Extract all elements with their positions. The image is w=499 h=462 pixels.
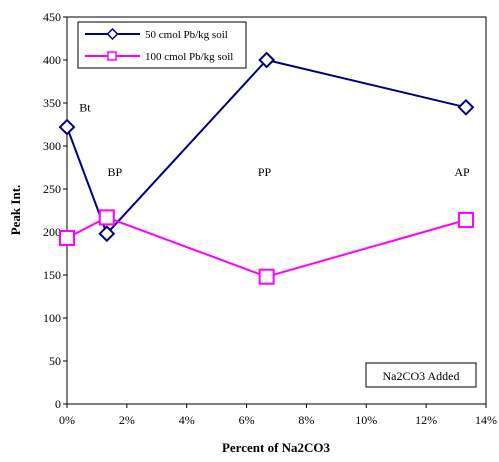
y-tick-label: 350 <box>43 96 61 110</box>
note-box-frame <box>365 362 477 388</box>
plot-frame <box>66 16 487 405</box>
series-1-point <box>258 51 276 69</box>
series-1-point <box>98 225 116 243</box>
note-box: Na2CO3 Added <box>365 362 477 388</box>
y-tick-label: 200 <box>43 225 61 239</box>
legend-marker-series-1 <box>106 27 119 41</box>
x-tick-label: 12% <box>415 413 437 427</box>
x-tick-label: 2% <box>119 413 135 427</box>
series-1-line <box>66 58 467 236</box>
legend-label-series-2: 100 cmol Pb/kg soil <box>145 51 233 63</box>
x-tick-label: 10% <box>355 413 377 427</box>
annotation-pp: PP <box>258 165 272 179</box>
x-tick-label: 8% <box>298 413 314 427</box>
x-tick-label: 0% <box>59 413 75 427</box>
legend: 50 cmol Pb/kg soil 100 cmol Pb/kg soil <box>77 21 247 69</box>
y-tick-label: 250 <box>43 182 61 196</box>
y-tick-label: 50 <box>49 354 61 368</box>
y-axis-title: Peak Int. <box>8 185 23 236</box>
x-axis-title: Percent of Na2CO3 <box>222 440 331 455</box>
y-tick-label: 400 <box>43 53 61 67</box>
series-2-point <box>457 211 474 228</box>
series-2-line <box>66 216 467 278</box>
note-box-text: Na2CO3 Added <box>383 369 460 383</box>
legend-label-series-1: 50 cmol Pb/kg soil <box>145 29 228 41</box>
series-2-point <box>258 268 275 285</box>
legend-marker-series-2 <box>107 51 117 61</box>
annotation-bp: BP <box>108 165 123 179</box>
y-tick-label: 300 <box>43 139 61 153</box>
y-tick-label: 100 <box>43 311 61 325</box>
plot-area-group <box>66 16 487 405</box>
y-tick-label: 150 <box>43 268 61 282</box>
y-tick-label: 450 <box>43 10 61 24</box>
series-2-point <box>59 230 75 247</box>
legend-box <box>77 21 247 69</box>
x-tick-label: 4% <box>179 413 195 427</box>
y-tick-label: 0 <box>55 397 61 411</box>
annotation-layer: Bt BP PP AP <box>79 101 470 180</box>
y-axis-ticks: 0 50 100 150 200 250 300 350 400 450 <box>43 10 67 411</box>
annotation-bt: Bt <box>79 101 91 115</box>
series-2-point <box>98 209 115 226</box>
x-tick-label: 14% <box>475 413 497 427</box>
series-1-point <box>58 118 76 136</box>
x-axis-ticks: 0% 2% 4% 6% 8% 10% 12% 14% <box>59 404 497 427</box>
x-tick-label: 6% <box>239 413 255 427</box>
annotation-ap: AP <box>454 165 470 179</box>
series-1-point <box>457 98 475 116</box>
series-layer <box>58 51 475 285</box>
